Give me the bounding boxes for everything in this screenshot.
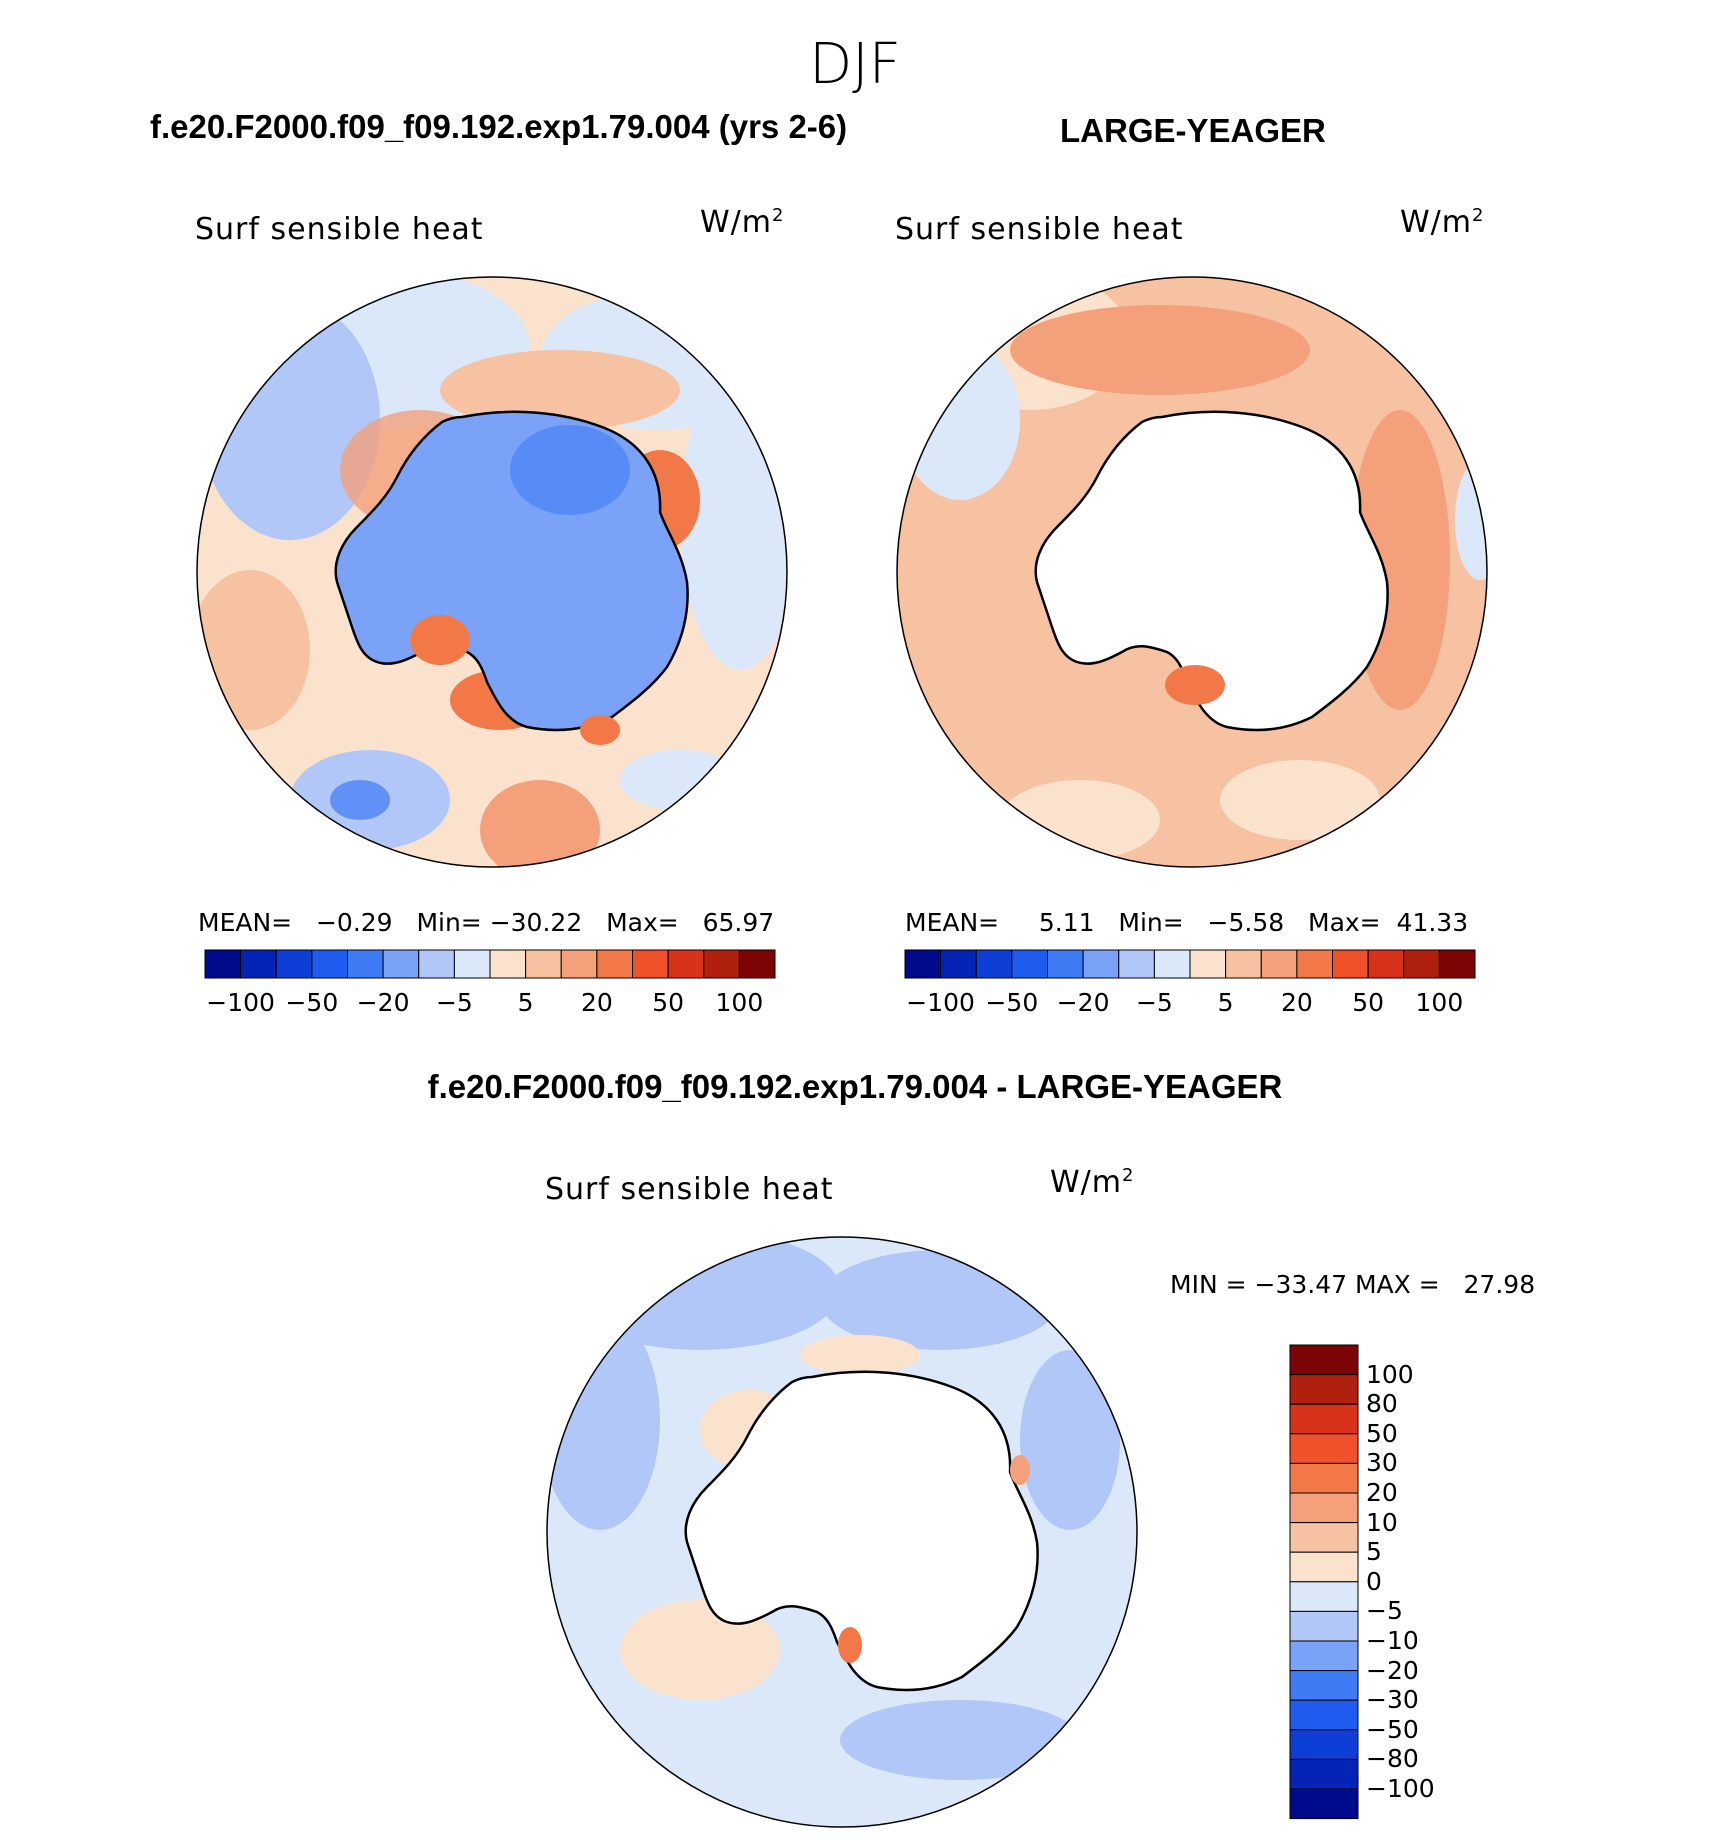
colorbar-tick-label: 100 — [1366, 1359, 1414, 1389]
colorbar-swatch — [1403, 949, 1440, 979]
panel2-units: W/m2 — [1400, 205, 1485, 240]
colorbar-swatch — [667, 949, 705, 979]
panel3-colorbar — [1289, 1344, 1359, 1820]
colorbar-tick-label: 50 — [652, 988, 685, 1017]
colorbar-swatch — [904, 949, 942, 979]
colorbar-tick-label: 80 — [1366, 1389, 1398, 1419]
colorbar-swatch — [1153, 949, 1191, 979]
colorbar-tick-label: 100 — [715, 988, 764, 1017]
season-title: DJF — [809, 32, 901, 97]
colorbar-tick-label: 20 — [1366, 1478, 1398, 1507]
colorbar-swatch — [1118, 949, 1155, 979]
colorbar-swatch — [1260, 949, 1298, 979]
colorbar-tick-label: −10 — [1366, 1626, 1419, 1655]
panel1-case-title: f.e20.F2000.f09_f09.192.exp1.79.004 (yrs… — [150, 108, 848, 145]
colorbar-tick-label: −50 — [285, 988, 339, 1017]
colorbar-swatch — [418, 949, 455, 979]
colorbar-tick-label: 20 — [580, 988, 613, 1017]
colorbar-tick-label: 10 — [1366, 1507, 1398, 1537]
colorbar-swatch — [1367, 949, 1405, 979]
colorbar-tick-label: 0 — [1366, 1566, 1382, 1596]
colorbar-tick-label: 50 — [1366, 1418, 1398, 1448]
colorbar-swatch — [204, 949, 242, 979]
colorbar-swatch — [596, 949, 633, 979]
panel2-colorbar — [904, 949, 1476, 979]
colorbar-tick-label: −100 — [906, 988, 975, 1017]
colorbar-swatch — [975, 949, 1013, 979]
panel2-variable-label: Surf sensible heat — [895, 212, 1184, 247]
colorbar-swatch — [1289, 1551, 1359, 1583]
colorbar-swatch — [940, 949, 977, 979]
colorbar-tick-label: −20 — [356, 988, 410, 1017]
colorbar-tick-label: −5 — [435, 988, 473, 1017]
panel1-map — [196, 276, 788, 868]
colorbar-swatch — [1082, 949, 1120, 979]
colorbar-swatch — [1289, 1729, 1359, 1760]
colorbar-swatch — [1289, 1433, 1359, 1464]
colorbar-swatch — [1289, 1581, 1359, 1612]
colorbar-tick-label: −20 — [1366, 1655, 1419, 1685]
panel3-units: W/m2 — [1050, 1165, 1135, 1200]
colorbar-swatch — [489, 949, 527, 979]
panel3-map — [546, 1236, 1138, 1828]
panel2-case-title: LARGE-YEAGER — [1060, 112, 1326, 149]
colorbar-tick-label: −100 — [1366, 1774, 1435, 1803]
colorbar-swatch — [347, 949, 384, 979]
panel3-case-title: f.e20.F2000.f09_f09.192.exp1.79.004 - LA… — [427, 1068, 1283, 1105]
colorbar-swatch — [240, 949, 277, 979]
colorbar-swatch — [311, 949, 348, 979]
panel1-stats: MEAN= −0.29 Min= −30.22 Max= 65.97 — [198, 908, 775, 937]
colorbar-tick-label: −50 — [985, 988, 1039, 1017]
panel2-map — [896, 276, 1488, 868]
colorbar-swatch — [1289, 1344, 1359, 1376]
colorbar-swatch — [525, 949, 562, 979]
colorbar-swatch — [1047, 949, 1084, 979]
panel1-colorbar — [204, 949, 776, 979]
colorbar-swatch — [453, 949, 491, 979]
colorbar-swatch — [382, 949, 420, 979]
panel3-variable-label: Surf sensible heat — [545, 1172, 834, 1207]
panel1-units: W/m2 — [700, 205, 785, 240]
colorbar-tick-label: −50 — [1366, 1714, 1419, 1744]
colorbar-tick-label: 20 — [1280, 988, 1313, 1017]
colorbar-swatch — [560, 949, 598, 979]
colorbar-swatch — [1225, 949, 1262, 979]
colorbar-swatch — [1289, 1758, 1359, 1790]
colorbar-swatch — [1011, 949, 1048, 979]
colorbar-swatch — [1289, 1374, 1359, 1405]
colorbar-swatch — [1289, 1699, 1359, 1731]
colorbar-swatch — [1296, 949, 1333, 979]
colorbar-tick-label: 30 — [1366, 1448, 1398, 1478]
colorbar-tick-label: −5 — [1135, 988, 1173, 1017]
panel1-variable-label: Surf sensible heat — [195, 212, 484, 247]
colorbar-tick-label: 50 — [1352, 988, 1385, 1017]
colorbar-swatch — [1289, 1462, 1359, 1494]
colorbar-swatch — [1189, 949, 1227, 979]
colorbar-swatch — [1438, 949, 1476, 979]
panel2-stats: MEAN= 5.11 Min= −5.58 Max= 41.33 — [905, 908, 1469, 937]
colorbar-swatch — [1289, 1788, 1359, 1820]
colorbar-swatch — [1289, 1670, 1359, 1701]
colorbar-swatch — [632, 949, 669, 979]
colorbar-tick-label: −5 — [1366, 1596, 1403, 1626]
colorbar-tick-label: 5 — [1217, 988, 1234, 1017]
colorbar-swatch — [738, 949, 776, 979]
panel3-stats: MIN = −33.47 MAX = 27.98 — [1170, 1270, 1536, 1299]
colorbar-swatch — [275, 949, 313, 979]
colorbar-tick-label: 5 — [1366, 1537, 1382, 1567]
colorbar-tick-label: 100 — [1415, 988, 1464, 1017]
colorbar-tick-label: −80 — [1366, 1744, 1419, 1774]
colorbar-swatch — [1332, 949, 1369, 979]
colorbar-swatch — [1289, 1610, 1359, 1642]
colorbar-tick-label: −100 — [206, 988, 275, 1017]
colorbar-swatch — [703, 949, 740, 979]
colorbar-tick-label: 5 — [517, 988, 534, 1017]
colorbar-swatch — [1289, 1403, 1359, 1435]
colorbar-tick-label: −30 — [1366, 1685, 1419, 1715]
colorbar-swatch — [1289, 1522, 1359, 1553]
colorbar-swatch — [1289, 1492, 1359, 1524]
colorbar-tick-label: −20 — [1056, 988, 1110, 1017]
colorbar-swatch — [1289, 1640, 1359, 1672]
